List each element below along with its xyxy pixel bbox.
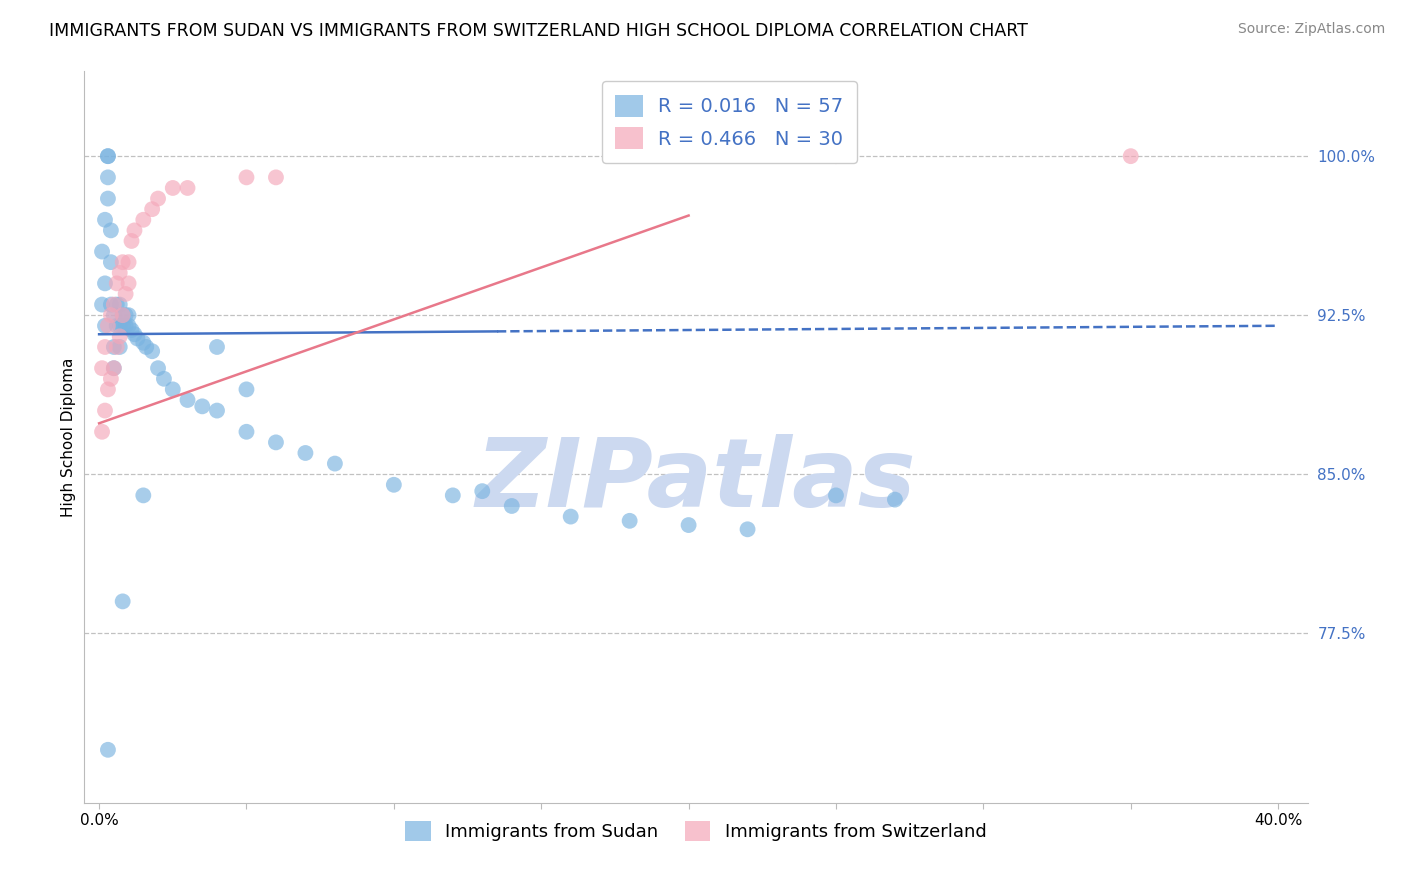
Text: Source: ZipAtlas.com: Source: ZipAtlas.com — [1237, 22, 1385, 37]
Point — [103, 361, 125, 376]
Point — [94, 340, 117, 354]
Point — [108, 340, 131, 354]
Point — [97, 149, 120, 163]
Point — [105, 277, 128, 291]
Point — [108, 297, 131, 311]
Point — [103, 297, 125, 311]
Point — [132, 488, 155, 502]
Point — [103, 308, 125, 322]
Point — [678, 518, 700, 533]
Point — [94, 212, 117, 227]
Point — [114, 287, 136, 301]
Point — [121, 234, 143, 248]
Point — [323, 457, 346, 471]
Point — [884, 492, 907, 507]
Point — [91, 244, 114, 259]
Point — [111, 594, 134, 608]
Text: ZIPatlas: ZIPatlas — [475, 434, 917, 527]
Point — [1119, 149, 1142, 163]
Point — [117, 308, 139, 322]
Point — [97, 192, 120, 206]
Text: IMMIGRANTS FROM SUDAN VS IMMIGRANTS FROM SWITZERLAND HIGH SCHOOL DIPLOMA CORRELA: IMMIGRANTS FROM SUDAN VS IMMIGRANTS FROM… — [49, 22, 1028, 40]
Point — [105, 340, 128, 354]
Point — [264, 435, 287, 450]
Point — [100, 372, 122, 386]
Point — [97, 149, 120, 163]
Point — [441, 488, 464, 502]
Point — [117, 277, 139, 291]
Y-axis label: High School Diploma: High School Diploma — [60, 358, 76, 516]
Point — [97, 170, 120, 185]
Point — [111, 255, 134, 269]
Legend: Immigrants from Sudan, Immigrants from Switzerland: Immigrants from Sudan, Immigrants from S… — [398, 814, 994, 848]
Point — [141, 202, 163, 216]
Point — [382, 477, 405, 491]
Point — [205, 340, 228, 354]
Point — [91, 361, 114, 376]
Point — [205, 403, 228, 417]
Point — [117, 255, 139, 269]
Point — [105, 318, 128, 333]
Point — [176, 181, 198, 195]
Point — [294, 446, 316, 460]
Point — [108, 266, 131, 280]
Point — [103, 340, 125, 354]
Point — [111, 308, 134, 322]
Point — [94, 277, 117, 291]
Point — [191, 400, 214, 414]
Point — [97, 318, 120, 333]
Point — [471, 484, 494, 499]
Point — [111, 318, 134, 333]
Point — [127, 331, 149, 345]
Point — [132, 335, 155, 350]
Point — [153, 372, 176, 386]
Point — [619, 514, 641, 528]
Point — [162, 181, 184, 195]
Point — [91, 297, 114, 311]
Point — [91, 425, 114, 439]
Point — [737, 522, 759, 536]
Point — [235, 425, 257, 439]
Point — [94, 403, 117, 417]
Point — [124, 223, 146, 237]
Point — [100, 255, 122, 269]
Point — [162, 383, 184, 397]
Point — [94, 318, 117, 333]
Point — [141, 344, 163, 359]
Point — [103, 361, 125, 376]
Point — [146, 192, 169, 206]
Point — [100, 297, 122, 311]
Point — [105, 297, 128, 311]
Point — [97, 743, 120, 757]
Point — [235, 383, 257, 397]
Point — [146, 361, 169, 376]
Point — [560, 509, 582, 524]
Point — [825, 149, 848, 163]
Point — [97, 383, 120, 397]
Point — [100, 223, 122, 237]
Point — [117, 318, 139, 333]
Point — [114, 318, 136, 333]
Point — [132, 212, 155, 227]
Point — [108, 318, 131, 333]
Point — [111, 308, 134, 322]
Point — [825, 488, 848, 502]
Point — [135, 340, 157, 354]
Point — [121, 323, 143, 337]
Point — [176, 392, 198, 407]
Point — [501, 499, 523, 513]
Point — [124, 327, 146, 342]
Point — [108, 329, 131, 343]
Point — [114, 308, 136, 322]
Point — [100, 308, 122, 322]
Point — [264, 170, 287, 185]
Point — [235, 170, 257, 185]
